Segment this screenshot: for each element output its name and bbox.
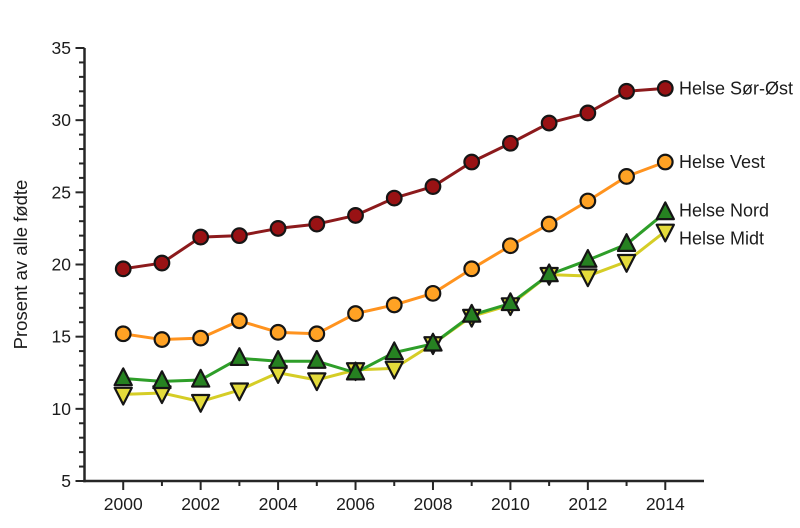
x-tick-label: 2004 bbox=[259, 494, 298, 514]
marker-circle-helse-s-r-st bbox=[192, 228, 210, 246]
marker-circle-helse-vest bbox=[656, 153, 674, 171]
marker-circle-helse-vest bbox=[540, 215, 558, 233]
marker-circle-helse-vest bbox=[463, 260, 481, 278]
marker-circle-helse-s-r-st bbox=[424, 178, 442, 195]
y-tick-label: 35 bbox=[52, 38, 71, 58]
marker-circle-helse-vest bbox=[502, 237, 519, 255]
marker-circle-helse-vest bbox=[269, 323, 287, 341]
x-tick-label: 2006 bbox=[336, 494, 375, 514]
legend-label-helse-s-r-st: Helse Sør-Øst bbox=[679, 78, 793, 98]
marker-circle-helse-s-r-st bbox=[579, 104, 597, 122]
marker-circle-helse-s-r-st bbox=[385, 189, 403, 207]
y-tick-label: 5 bbox=[61, 471, 71, 491]
marker-triangle-up-helse-nord bbox=[152, 370, 172, 390]
marker-triangle-up-helse-nord bbox=[578, 248, 598, 268]
marker-triangle-up-helse-nord bbox=[384, 341, 404, 361]
marker-circle-helse-s-r-st bbox=[618, 82, 635, 100]
legend-label-helse-vest: Helse Vest bbox=[679, 152, 765, 172]
marker-triangle-up-helse-nord bbox=[113, 367, 133, 387]
y-axis-title: Prosent av alle fødte bbox=[10, 180, 31, 350]
y-tick-label: 15 bbox=[52, 327, 71, 347]
legend-label-helse-midt: Helse Midt bbox=[679, 228, 764, 248]
marker-triangle-down-helse-midt bbox=[616, 253, 637, 273]
marker-triangle-up-helse-nord bbox=[539, 263, 559, 283]
marker-circle-helse-s-r-st bbox=[153, 254, 171, 272]
marker-circle-helse-vest bbox=[153, 331, 171, 348]
marker-triangle-up-helse-nord bbox=[190, 368, 211, 388]
y-tick-label: 30 bbox=[52, 110, 72, 130]
y-tick-label: 25 bbox=[52, 182, 71, 202]
marker-circle-helse-vest bbox=[385, 296, 403, 314]
marker-circle-helse-s-r-st bbox=[308, 215, 326, 233]
marker-triangle-up-helse-nord bbox=[268, 350, 288, 369]
marker-circle-helse-s-r-st bbox=[656, 80, 674, 97]
x-tick-label: 2008 bbox=[414, 494, 453, 514]
legend-label-helse-nord: Helse Nord bbox=[679, 201, 769, 221]
x-tick-label: 2010 bbox=[491, 494, 530, 514]
y-tick-label: 20 bbox=[52, 255, 72, 275]
y-tick-label: 10 bbox=[52, 399, 72, 419]
marker-triangle-down-helse-midt bbox=[229, 382, 250, 402]
marker-circle-helse-s-r-st bbox=[540, 114, 558, 132]
x-tick-label: 2000 bbox=[104, 494, 143, 514]
marker-triangle-down-helse-midt bbox=[307, 372, 327, 392]
x-tick-label: 2002 bbox=[181, 494, 220, 514]
x-tick-label: 2014 bbox=[646, 494, 685, 514]
marker-circle-helse-s-r-st bbox=[347, 207, 364, 224]
marker-circle-helse-vest bbox=[347, 305, 364, 322]
marker-circle-helse-vest bbox=[114, 325, 132, 343]
marker-triangle-up-helse-nord bbox=[500, 292, 521, 312]
marker-triangle-down-helse-midt bbox=[190, 393, 211, 413]
marker-circle-helse-vest bbox=[618, 168, 635, 185]
marker-triangle-up-helse-nord bbox=[616, 233, 637, 252]
marker-triangle-down-helse-midt bbox=[113, 386, 133, 406]
marker-triangle-up-helse-nord bbox=[655, 201, 675, 221]
marker-circle-helse-s-r-st bbox=[230, 227, 248, 245]
marker-triangle-up-helse-nord bbox=[423, 332, 443, 352]
marker-circle-helse-vest bbox=[230, 312, 248, 330]
marker-triangle-up-helse-nord bbox=[345, 361, 366, 381]
marker-circle-helse-vest bbox=[192, 329, 210, 347]
x-tick-label: 2012 bbox=[568, 494, 607, 514]
marker-triangle-up-helse-nord bbox=[461, 303, 482, 323]
marker-circle-helse-s-r-st bbox=[269, 220, 287, 237]
marker-circle-helse-vest bbox=[424, 284, 442, 302]
marker-circle-helse-vest bbox=[308, 325, 326, 343]
marker-circle-helse-s-r-st bbox=[463, 153, 481, 171]
marker-circle-helse-s-r-st bbox=[114, 260, 132, 278]
marker-triangle-down-helse-midt bbox=[384, 360, 404, 380]
marker-triangle-up-helse-nord bbox=[229, 347, 250, 367]
marker-triangle-down-helse-midt bbox=[655, 223, 675, 243]
marker-triangle-up-helse-nord bbox=[307, 350, 327, 369]
marker-circle-helse-vest bbox=[579, 192, 597, 210]
marker-triangle-down-helse-midt bbox=[578, 268, 598, 288]
marker-circle-helse-s-r-st bbox=[502, 134, 519, 152]
